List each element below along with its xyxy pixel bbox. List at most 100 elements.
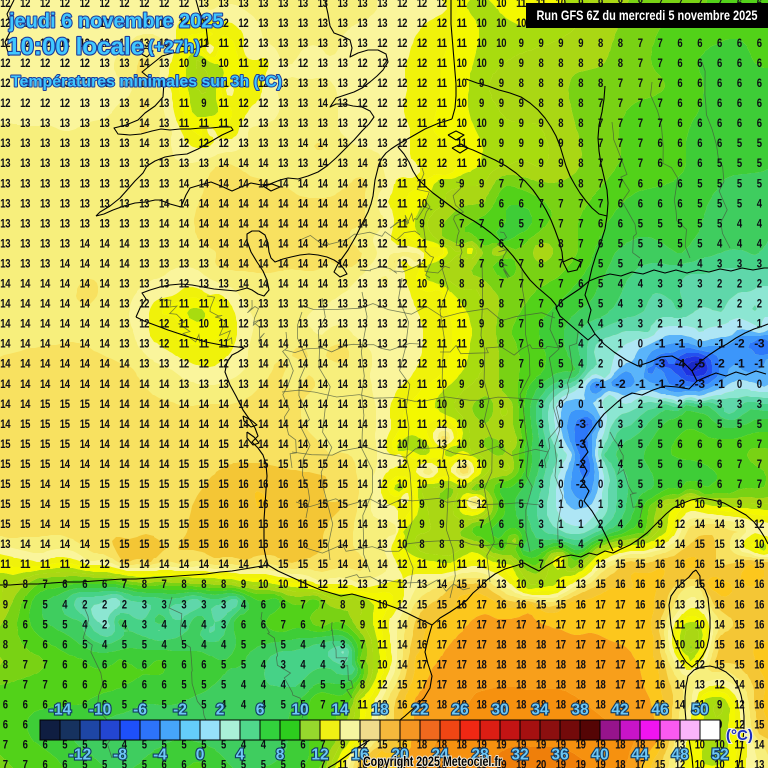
svg-text:12: 12 — [139, 0, 150, 10]
svg-text:12: 12 — [397, 357, 408, 371]
svg-text:7: 7 — [479, 236, 485, 250]
svg-text:8: 8 — [479, 397, 485, 411]
svg-text:0: 0 — [598, 477, 604, 491]
svg-text:7: 7 — [162, 577, 168, 591]
svg-text:10: 10 — [477, 457, 488, 471]
svg-text:19: 19 — [576, 738, 587, 752]
svg-text:12: 12 — [159, 16, 170, 30]
svg-text:16: 16 — [278, 517, 289, 531]
svg-text:14: 14 — [40, 277, 51, 291]
svg-text:12: 12 — [20, 56, 31, 70]
svg-text:14: 14 — [258, 176, 269, 190]
svg-text:12: 12 — [80, 0, 91, 10]
svg-text:6: 6 — [717, 136, 723, 150]
svg-text:14: 14 — [318, 337, 329, 351]
svg-text:13: 13 — [298, 36, 309, 50]
svg-text:12: 12 — [40, 56, 51, 70]
svg-text:2: 2 — [638, 397, 644, 411]
svg-text:8: 8 — [479, 196, 485, 210]
svg-text:12: 12 — [40, 76, 51, 90]
svg-text:5: 5 — [221, 758, 227, 768]
svg-text:12: 12 — [417, 457, 428, 471]
svg-text:14: 14 — [318, 357, 329, 371]
svg-text:12: 12 — [357, 96, 368, 110]
svg-text:12: 12 — [397, 0, 408, 10]
svg-text:17: 17 — [437, 657, 448, 671]
svg-text:14: 14 — [258, 337, 269, 351]
svg-text:14: 14 — [238, 216, 249, 230]
svg-text:3: 3 — [737, 397, 743, 411]
svg-text:16: 16 — [734, 597, 745, 611]
svg-text:14: 14 — [100, 337, 111, 351]
svg-text:14: 14 — [199, 417, 210, 431]
svg-text:14: 14 — [139, 437, 150, 451]
svg-text:12: 12 — [377, 36, 388, 50]
svg-text:4: 4 — [122, 617, 128, 631]
svg-text:13: 13 — [119, 277, 130, 291]
svg-text:8: 8 — [598, 76, 604, 90]
svg-text:8: 8 — [539, 56, 545, 70]
svg-text:6: 6 — [658, 136, 664, 150]
svg-text:0: 0 — [638, 357, 644, 371]
svg-text:7: 7 — [479, 517, 485, 531]
svg-text:11: 11 — [219, 297, 230, 311]
svg-text:10: 10 — [675, 637, 686, 651]
svg-text:14: 14 — [298, 397, 309, 411]
svg-text:16: 16 — [278, 477, 289, 491]
svg-text:10: 10 — [377, 657, 388, 671]
svg-text:2: 2 — [82, 597, 88, 611]
svg-text:50: 50 — [691, 702, 708, 719]
svg-text:12: 12 — [417, 96, 428, 110]
svg-text:6: 6 — [300, 617, 306, 631]
svg-text:Run GFS 6Z du mercredi 5 novem: Run GFS 6Z du mercredi 5 novembre 2025 — [537, 7, 758, 23]
svg-text:14: 14 — [139, 76, 150, 90]
svg-text:9: 9 — [539, 136, 545, 150]
svg-text:12: 12 — [20, 16, 31, 30]
svg-text:5: 5 — [658, 437, 664, 451]
svg-text:6: 6 — [658, 156, 664, 170]
svg-text:3: 3 — [658, 297, 664, 311]
svg-text:15: 15 — [179, 537, 190, 551]
svg-text:14: 14 — [338, 337, 349, 351]
svg-text:3: 3 — [539, 497, 545, 511]
svg-text:8: 8 — [142, 577, 148, 591]
svg-text:5: 5 — [43, 597, 49, 611]
svg-text:2: 2 — [102, 617, 108, 631]
svg-text:14: 14 — [100, 397, 111, 411]
svg-text:2: 2 — [757, 277, 763, 291]
svg-text:2: 2 — [658, 317, 664, 331]
svg-text:8: 8 — [598, 36, 604, 50]
svg-text:14: 14 — [119, 417, 130, 431]
svg-text:13: 13 — [100, 96, 111, 110]
svg-text:16: 16 — [754, 698, 765, 712]
svg-text:13: 13 — [119, 337, 130, 351]
svg-text:15: 15 — [219, 437, 230, 451]
svg-text:9: 9 — [558, 136, 564, 150]
svg-text:7: 7 — [519, 357, 525, 371]
svg-text:3: 3 — [757, 257, 763, 271]
svg-text:15: 15 — [139, 517, 150, 531]
svg-text:16: 16 — [417, 637, 428, 651]
svg-text:13: 13 — [20, 176, 31, 190]
svg-text:7: 7 — [558, 216, 564, 230]
svg-text:8: 8 — [360, 678, 366, 692]
svg-text:14: 14 — [219, 236, 230, 250]
svg-text:5: 5 — [281, 738, 287, 752]
svg-text:16: 16 — [754, 637, 765, 651]
svg-text:12: 12 — [397, 16, 408, 30]
svg-text:10: 10 — [417, 196, 428, 210]
svg-text:10: 10 — [437, 557, 448, 571]
svg-text:13: 13 — [159, 36, 170, 50]
svg-text:6: 6 — [598, 216, 604, 230]
svg-text:8: 8 — [658, 497, 664, 511]
svg-text:7: 7 — [638, 36, 644, 50]
svg-text:13: 13 — [298, 156, 309, 170]
svg-text:10: 10 — [496, 0, 507, 10]
svg-text:15: 15 — [20, 437, 31, 451]
svg-text:14: 14 — [357, 176, 368, 190]
svg-text:12: 12 — [40, 36, 51, 50]
svg-text:13: 13 — [377, 136, 388, 150]
svg-text:12: 12 — [219, 16, 230, 30]
svg-text:16: 16 — [298, 517, 309, 531]
svg-text:10: 10 — [377, 597, 388, 611]
